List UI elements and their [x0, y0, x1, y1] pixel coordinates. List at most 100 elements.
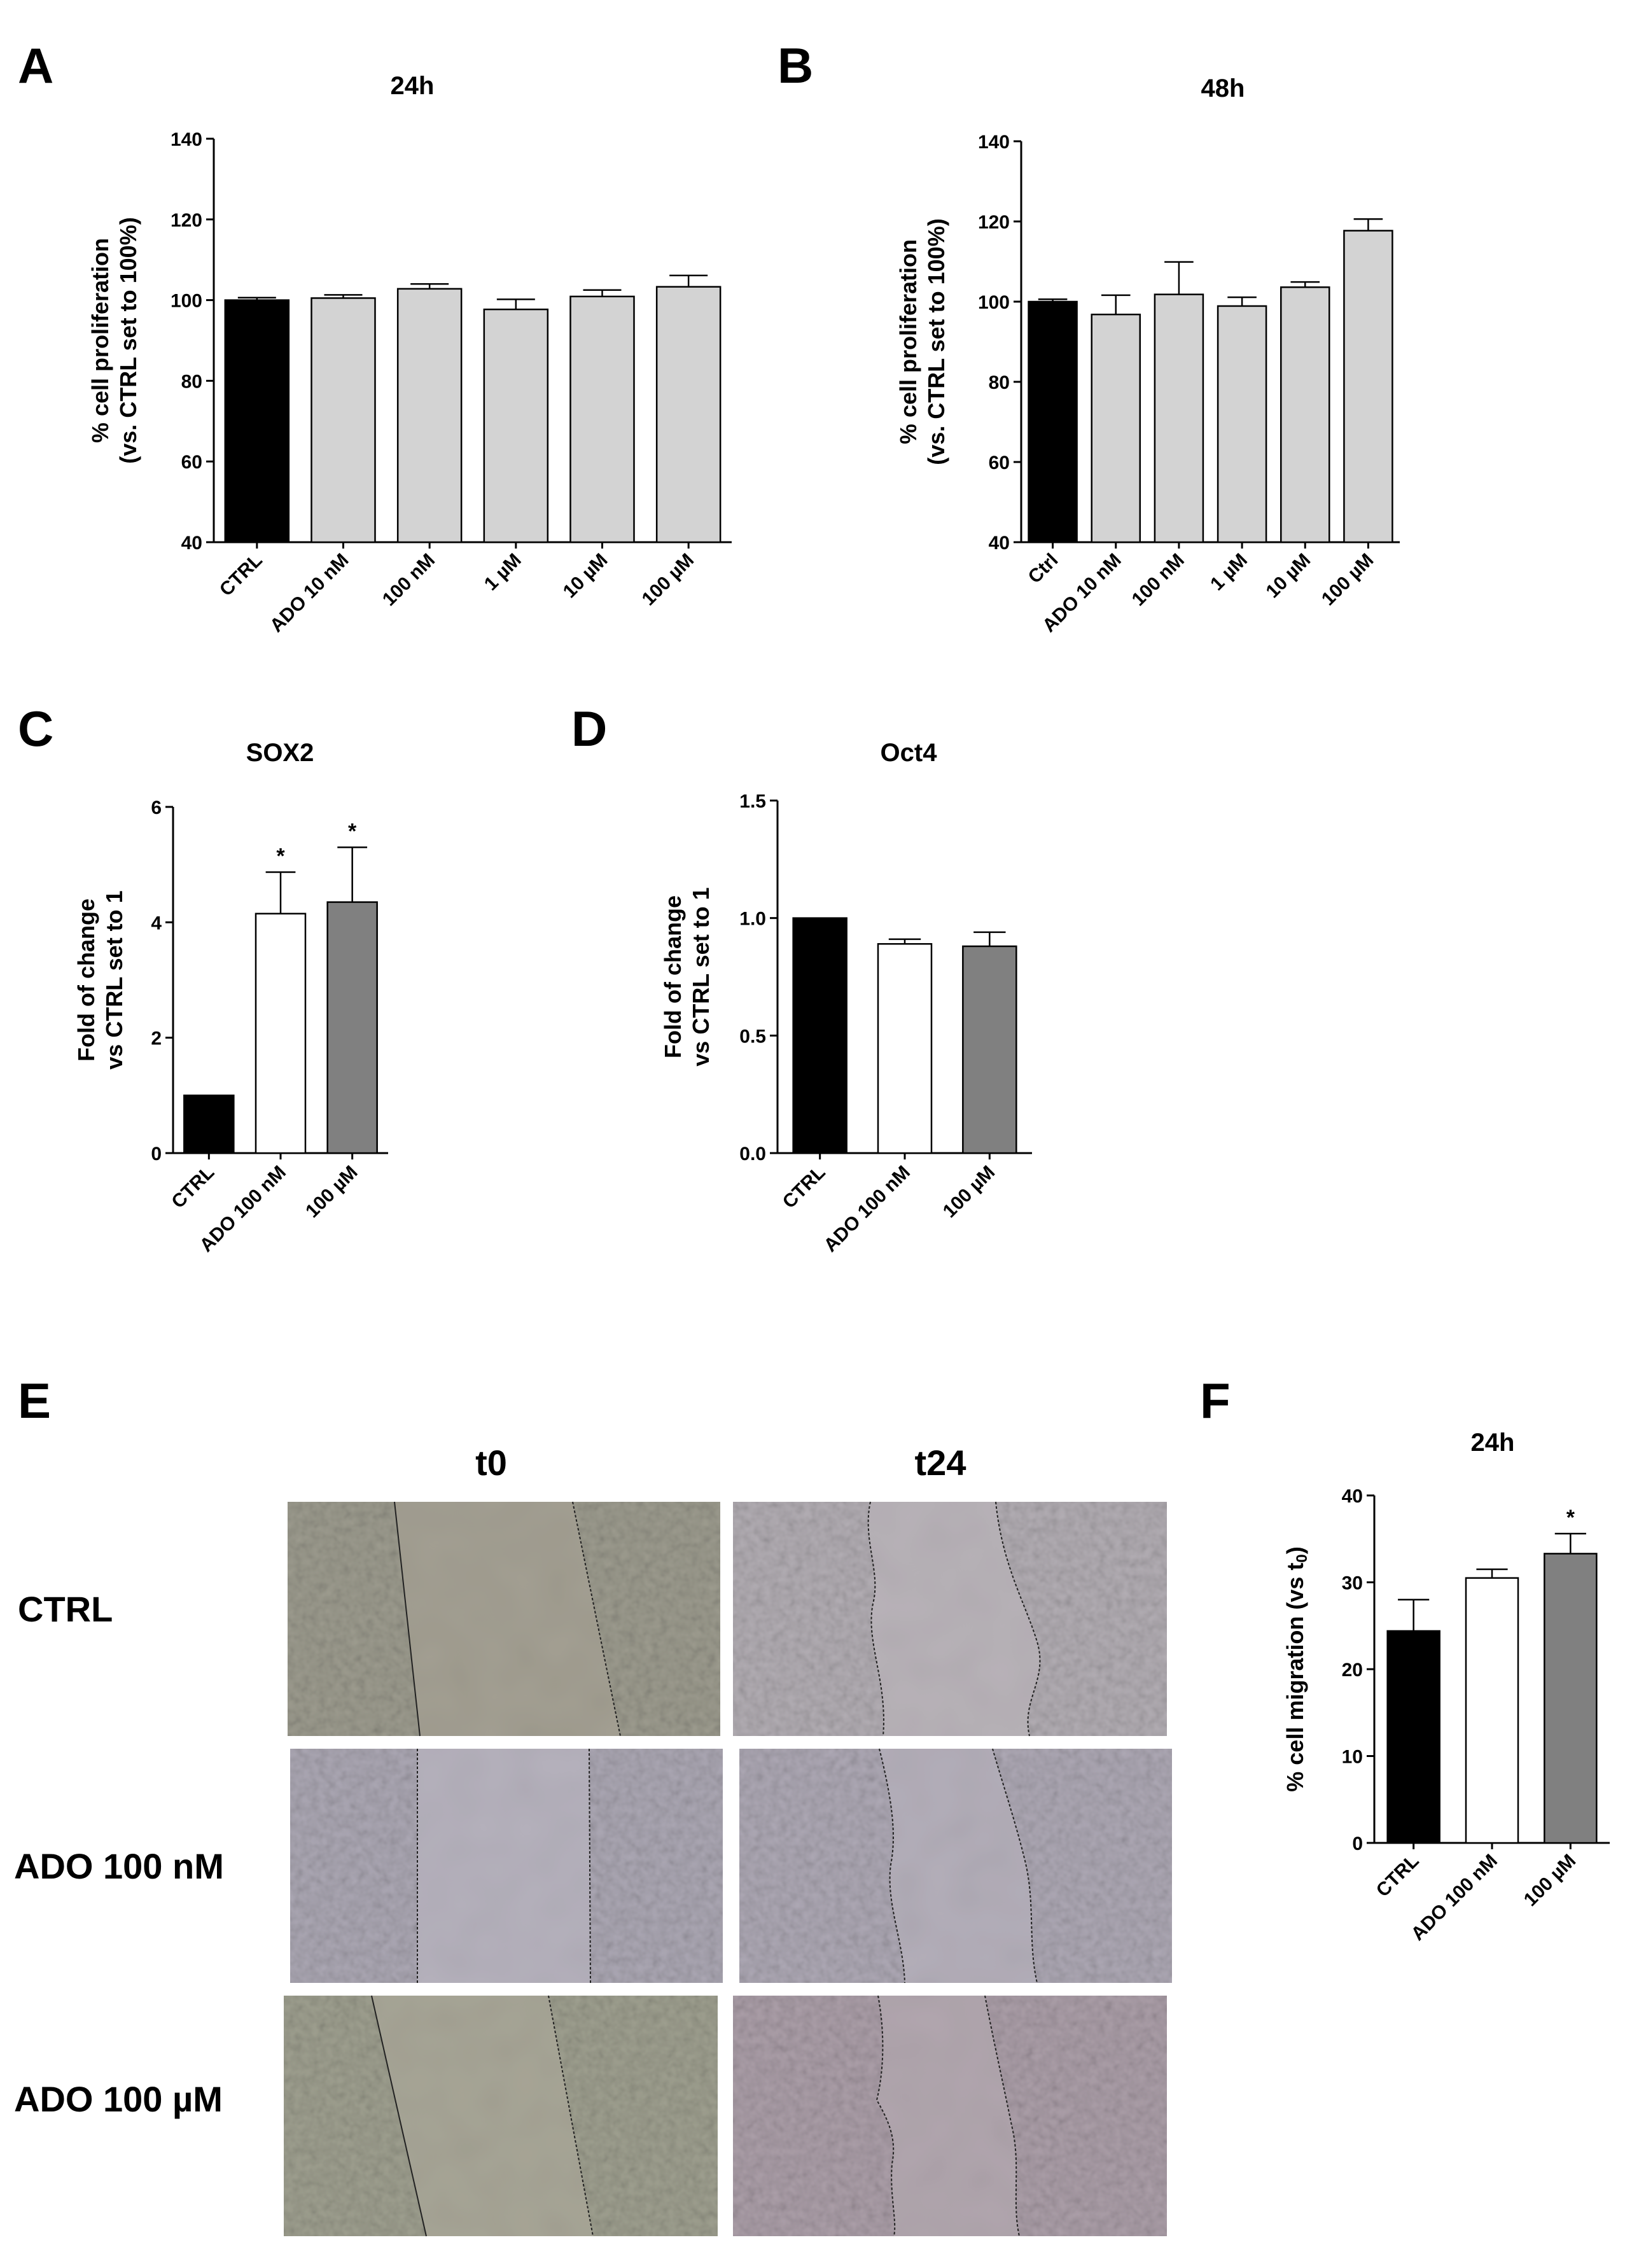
- y-tick-label: 10: [1342, 1747, 1363, 1768]
- y-tick-label: 40: [181, 533, 202, 554]
- significance-marker: *: [1566, 1506, 1575, 1530]
- y-axis-label: % cell proliferation: [87, 238, 113, 443]
- y-tick-label: 140: [978, 132, 1010, 153]
- x-tick-label: CTRL: [1372, 1851, 1423, 1901]
- significance-marker: *: [276, 844, 285, 868]
- row-title-ado-100nm: ADO 100 nM: [14, 1846, 224, 1886]
- micrograph-ado-100nm-t0: [290, 1748, 723, 1984]
- bar: [1028, 300, 1078, 543]
- bar: [1343, 230, 1393, 543]
- y-axis-label: % cell proliferation: [895, 239, 921, 444]
- panel-letter-a: A: [18, 38, 53, 94]
- y-tick-label: 0: [151, 1144, 162, 1165]
- y-axis-label-line2: vs CTRL set to 1: [101, 890, 127, 1069]
- bar: [1091, 313, 1141, 543]
- row-title-ado-100um: ADO 100 µM: [14, 2079, 223, 2119]
- x-tick-label: CTRL: [216, 550, 267, 601]
- x-tick-label: 10 µM: [559, 550, 612, 603]
- chart-f-migration: 24h 0 10 20 30 40 % cell migration (vs t0) CTRL…: [1282, 1429, 1610, 1945]
- y-tick-label: 2: [151, 1028, 162, 1049]
- y-axis-label: Fold of change: [73, 899, 99, 1061]
- x-tick-label: ADO 100 nM: [820, 1162, 914, 1256]
- bar: [1465, 1577, 1519, 1844]
- y-axis-label-line2: (vs. CTRL set to 100%): [115, 217, 141, 463]
- x-tick-label: 100 µM: [1318, 550, 1378, 610]
- chart-d-oct4: Oct4 0.0 0.5 1.0 1.5 Fold of change vs CTRL se…: [660, 739, 1032, 1256]
- bar: [1280, 286, 1330, 543]
- y-tick-label: 30: [1342, 1573, 1363, 1594]
- y-tick-label: 40: [1342, 1486, 1363, 1507]
- micrograph-ctrl-t24: [733, 1501, 1167, 1737]
- microscopy-panel: t0 t24 CTRL ADO 100 nM ADO 100 µM: [14, 1443, 1172, 2237]
- micrograph-ado-100um-t0: [284, 1995, 718, 2237]
- panel-letter-e: E: [18, 1373, 51, 1429]
- chart-b-proliferation-48h: 48h 40 60 80 100 120 140 % cell proliferation (v…: [895, 74, 1400, 636]
- panel-letter-d: D: [571, 701, 607, 757]
- panel-letter-c: C: [18, 701, 53, 757]
- chart-a-proliferation-24h: 24h 40 60 80 100 120 140 % cell proliferation (v…: [87, 72, 732, 636]
- y-tick-label: 1.5: [739, 791, 766, 812]
- x-tick-label: 100 nM: [1128, 550, 1189, 610]
- y-axis-label: Fold of change: [660, 895, 686, 1058]
- y-tick-label: 80: [181, 371, 202, 392]
- y-tick-label: 100: [171, 291, 202, 312]
- x-tick-label: CTRL: [779, 1162, 830, 1213]
- bar: [326, 901, 378, 1154]
- y-tick-label: 4: [151, 913, 162, 934]
- chart-title: 24h: [391, 72, 435, 100]
- panel-letter-f: F: [1200, 1373, 1231, 1429]
- y-tick-label: 120: [978, 212, 1010, 233]
- x-tick-label: 100 nM: [379, 550, 439, 610]
- y-axis-label-line2: (vs. CTRL set to 100%): [923, 218, 949, 465]
- y-tick-label: 60: [989, 452, 1010, 473]
- micrograph-ado-100nm-t24: [739, 1748, 1172, 1984]
- x-tick-label: 100 µM: [638, 550, 699, 610]
- y-tick-label: 0.5: [739, 1026, 766, 1047]
- chart-title: 48h: [1201, 74, 1245, 102]
- x-tick-label: 1 µM: [1206, 550, 1252, 595]
- row-title-ctrl: CTRL: [18, 1589, 113, 1629]
- bar: [1154, 293, 1204, 543]
- x-tick-label: 100 µM: [1520, 1851, 1580, 1911]
- bar: [396, 288, 463, 543]
- y-tick-label: 0.0: [739, 1144, 766, 1165]
- y-axis-label-line2: vs CTRL set to 1: [688, 887, 714, 1066]
- y-tick-label: 1.0: [739, 909, 766, 930]
- x-tick-label: 100 µM: [939, 1162, 1000, 1222]
- y-tick-label: 100: [978, 292, 1010, 313]
- x-tick-label: 1 µM: [480, 550, 526, 595]
- column-title-t0: t0: [475, 1443, 507, 1483]
- bar: [569, 295, 635, 543]
- bar: [483, 308, 549, 543]
- bar: [792, 917, 847, 1154]
- y-tick-label: 120: [171, 210, 202, 231]
- y-tick-label: 6: [151, 797, 162, 818]
- chart-title: SOX2: [246, 739, 314, 767]
- bar: [183, 1095, 235, 1154]
- bar: [224, 299, 290, 543]
- chart-title: Oct4: [881, 739, 938, 767]
- bar: [1217, 305, 1267, 543]
- x-tick-label: CTRL: [167, 1162, 218, 1213]
- bar: [962, 945, 1017, 1154]
- bar: [655, 286, 722, 543]
- chart-c-sox2: SOX2 0 2 4 6 Fold of change vs CTRL set to 1 CT…: [73, 739, 388, 1256]
- x-tick-label: 10 µM: [1262, 550, 1315, 603]
- y-axis-label: % cell migration (vs t0): [1282, 1546, 1311, 1791]
- panel-letter-b: B: [778, 38, 813, 94]
- x-tick-label: 100 µM: [302, 1162, 362, 1222]
- bar: [1386, 1630, 1440, 1844]
- bar: [255, 913, 307, 1154]
- bar: [877, 943, 933, 1154]
- bar: [310, 297, 376, 543]
- column-title-t24: t24: [915, 1443, 966, 1483]
- micrograph-ctrl-t0: [288, 1501, 720, 1737]
- x-tick-label: ADO 10 nM: [266, 550, 352, 636]
- y-tick-label: 40: [989, 533, 1010, 554]
- chart-title: 24h: [1471, 1429, 1515, 1457]
- x-tick-label: Ctrl: [1024, 550, 1063, 588]
- y-tick-label: 0: [1352, 1833, 1363, 1854]
- y-tick-label: 60: [181, 452, 202, 473]
- micrograph-ado-100um-t24: [733, 1995, 1167, 2237]
